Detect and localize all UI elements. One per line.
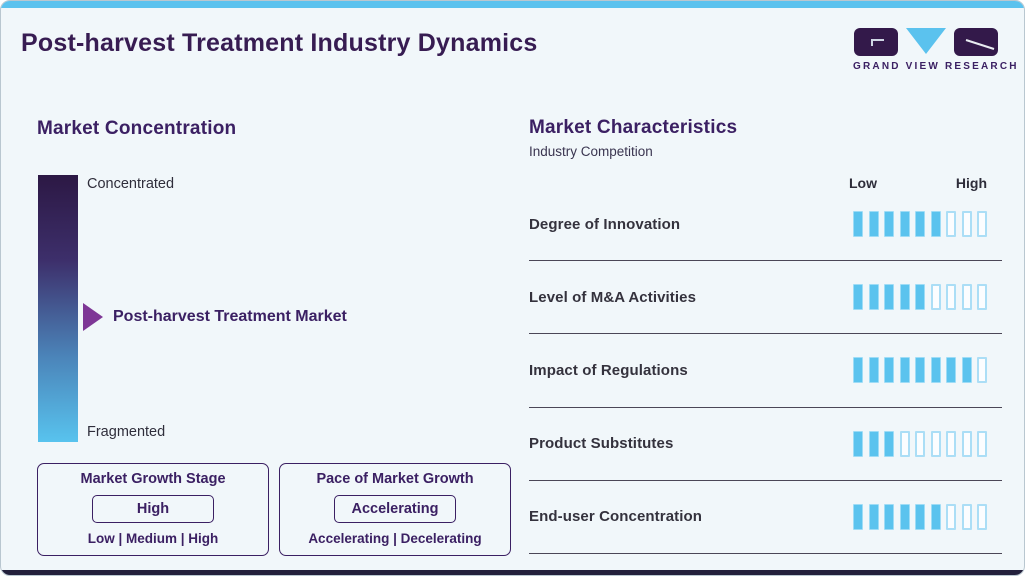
logo-v-mark [906, 28, 946, 54]
rating-segment-filled [884, 430, 894, 457]
logo-r-detail [965, 39, 995, 50]
rating-segment-empty [961, 284, 972, 311]
rating-segment-filled [853, 211, 863, 238]
rating-bars [853, 503, 1002, 530]
rating-segment-filled [915, 211, 925, 238]
rating-segment-empty [946, 284, 956, 311]
rating-segment-empty [899, 430, 910, 457]
top-accent-bar [1, 1, 1024, 8]
rating-segment-filled [868, 503, 879, 530]
rating-segment-empty [946, 503, 956, 530]
rating-segment-filled [930, 211, 941, 238]
rating-segment-empty [961, 503, 972, 530]
rating-segment-filled [868, 284, 879, 311]
rating-segment-empty [915, 430, 925, 457]
row-label: End-user Concentration [529, 508, 703, 526]
rating-segment-filled [930, 503, 941, 530]
rating-segment-filled [899, 284, 910, 311]
growth-stage-options: Low | Medium | High [87, 531, 219, 546]
rating-segment-filled [884, 357, 894, 384]
characteristic-row: Level of M&A Activities [529, 261, 1002, 335]
rating-scale-header: Low High [529, 175, 987, 191]
rating-segment-filled [899, 357, 910, 384]
logo-g-detail [871, 39, 884, 46]
rating-segment-filled [884, 503, 894, 530]
rating-segment-filled [899, 211, 910, 238]
rating-segment-empty [930, 430, 941, 457]
rating-segment-filled [961, 357, 972, 384]
rating-segment-empty [961, 211, 972, 238]
rating-segment-empty [977, 284, 987, 311]
rating-segment-filled [853, 284, 863, 311]
concentrated-label: Concentrated [87, 176, 175, 192]
rating-segment-filled [930, 357, 941, 384]
row-label: Level of M&A Activities [529, 288, 697, 306]
rating-segment-filled [915, 284, 925, 311]
row-label: Degree of Innovation [529, 215, 681, 233]
rating-segment-filled [853, 503, 863, 530]
growth-stage-title: Market Growth Stage [80, 471, 226, 487]
logo-g-mark [854, 28, 898, 56]
market-characteristics-heading: Market Characteristics [529, 117, 738, 138]
market-pointer-arrow-icon [83, 303, 103, 331]
scale-high-label: High [955, 175, 987, 191]
concentration-gradient-bar [38, 175, 78, 442]
rating-segment-empty [977, 211, 987, 238]
rating-segment-filled [884, 211, 894, 238]
characteristic-row: Impact of Regulations [529, 334, 1002, 408]
characteristic-row: End-user Concentration [529, 481, 1002, 554]
rating-bars [853, 357, 1002, 384]
rating-bars [853, 430, 1002, 457]
gvr-logo-marks [854, 28, 998, 56]
rating-bars [853, 284, 1002, 311]
bottom-accent-bar [1, 570, 1024, 575]
rating-segment-filled [868, 357, 879, 384]
market-pointer-label: Post-harvest Treatment Market [113, 308, 347, 325]
pace-value: Accelerating [334, 495, 456, 523]
rating-segment-filled [899, 503, 910, 530]
scale-low-label: Low [849, 175, 877, 191]
growth-stage-value: High [92, 495, 214, 523]
rating-segment-filled [915, 503, 925, 530]
market-concentration-heading: Market Concentration [37, 118, 237, 139]
row-label: Product Substitutes [529, 435, 674, 453]
rating-segment-empty [961, 430, 972, 457]
pace-of-growth-box: Pace of Market Growth Accelerating Accel… [279, 463, 511, 556]
rating-segment-filled [868, 211, 879, 238]
characteristic-row: Product Substitutes [529, 408, 1002, 481]
rating-segment-filled [884, 284, 894, 311]
rating-segment-empty [946, 430, 956, 457]
pace-title: Pace of Market Growth [316, 471, 474, 487]
logo-r-mark [954, 28, 998, 56]
industry-competition-subheading: Industry Competition [529, 144, 653, 159]
pace-options: Accelerating | Decelerating [308, 531, 482, 546]
logo-wordmark: GRAND VIEW RESEARCH [853, 61, 1019, 72]
rating-segment-empty [977, 430, 987, 457]
characteristic-row: Degree of Innovation [529, 188, 1002, 262]
rating-segment-filled [868, 430, 879, 457]
market-growth-stage-box: Market Growth Stage High Low | Medium | … [37, 463, 269, 556]
rating-bars [853, 211, 1002, 238]
rating-segment-filled [853, 430, 863, 457]
gvr-logo: GRAND VIEW RESEARCH [853, 27, 1019, 72]
rating-segment-filled [915, 357, 925, 384]
rating-segment-empty [946, 211, 956, 238]
fragmented-label: Fragmented [87, 424, 166, 440]
rating-segment-empty [977, 357, 987, 384]
rating-segment-empty [930, 284, 941, 311]
rating-segment-empty [977, 503, 987, 530]
rating-segment-filled [946, 357, 956, 384]
rating-segment-filled [853, 357, 863, 384]
row-label: Impact of Regulations [529, 361, 688, 379]
page-title: Post-harvest Treatment Industry Dynamics [21, 29, 538, 57]
characteristics-rows: Degree of Innovation Level of M&A Activi… [529, 188, 1002, 554]
